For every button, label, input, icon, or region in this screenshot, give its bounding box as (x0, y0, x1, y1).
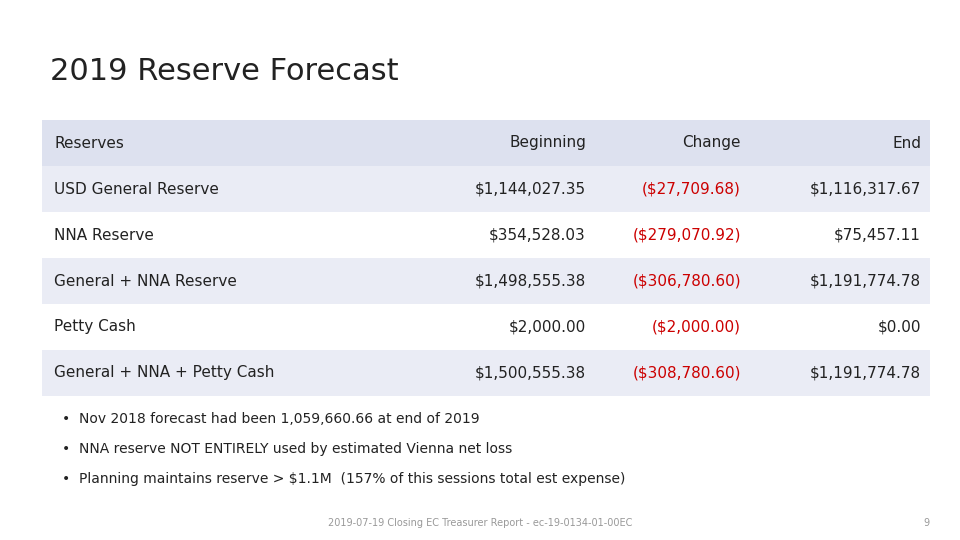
Bar (42, 350, 930, 396)
Bar (42, 212, 930, 258)
Text: $354,528.03: $354,528.03 (490, 227, 586, 242)
Text: 2019 Reserve Forecast: 2019 Reserve Forecast (50, 57, 398, 86)
Text: Change: Change (683, 136, 741, 151)
Text: USD General Reserve: USD General Reserve (54, 181, 219, 197)
Text: $1,144,027.35: $1,144,027.35 (475, 181, 586, 197)
Text: ($306,780.60): ($306,780.60) (633, 273, 741, 288)
Text: •  Nov 2018 forecast had been 1,059,660.66 at end of 2019: • Nov 2018 forecast had been 1,059,660.6… (62, 412, 480, 426)
Text: ($279,070.92): ($279,070.92) (633, 227, 741, 242)
Text: General + NNA Reserve: General + NNA Reserve (54, 273, 237, 288)
Text: $75,457.11: $75,457.11 (834, 227, 921, 242)
Bar (42, 304, 930, 350)
Text: ($27,709.68): ($27,709.68) (642, 181, 741, 197)
Text: $0.00: $0.00 (877, 320, 921, 334)
Text: Beginning: Beginning (509, 136, 586, 151)
Text: Reserves: Reserves (54, 136, 124, 151)
Text: •  NNA reserve NOT ENTIRELY used by estimated Vienna net loss: • NNA reserve NOT ENTIRELY used by estim… (62, 442, 513, 456)
Text: $1,500,555.38: $1,500,555.38 (475, 366, 586, 381)
Text: $1,191,774.78: $1,191,774.78 (810, 366, 921, 381)
Text: •  Planning maintains reserve > $1.1M  (157% of this sessions total est expense): • Planning maintains reserve > $1.1M (15… (62, 472, 625, 486)
Text: General + NNA + Petty Cash: General + NNA + Petty Cash (54, 366, 275, 381)
Text: 2019-07-19 Closing EC Treasurer Report - ec-19-0134-01-00EC: 2019-07-19 Closing EC Treasurer Report -… (327, 518, 633, 528)
Bar (42, 258, 930, 304)
Bar (42, 120, 930, 166)
Text: NNA Reserve: NNA Reserve (54, 227, 154, 242)
Text: ($308,780.60): ($308,780.60) (633, 366, 741, 381)
Text: $2,000.00: $2,000.00 (509, 320, 586, 334)
Bar (42, 166, 930, 212)
Text: Petty Cash: Petty Cash (54, 320, 135, 334)
Text: $1,191,774.78: $1,191,774.78 (810, 273, 921, 288)
Text: 9: 9 (924, 518, 930, 528)
Text: ($2,000.00): ($2,000.00) (652, 320, 741, 334)
Text: $1,116,317.67: $1,116,317.67 (809, 181, 921, 197)
Text: End: End (892, 136, 921, 151)
Text: $1,498,555.38: $1,498,555.38 (475, 273, 586, 288)
